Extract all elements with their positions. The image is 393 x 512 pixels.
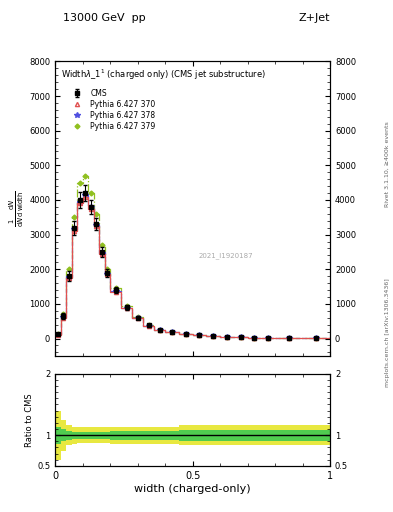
Pythia 6.427 379 [94, 211, 99, 217]
Pythia 6.427 370 [239, 334, 243, 340]
Pythia 6.427 370 [77, 200, 82, 206]
Pythia 6.427 370 [61, 315, 66, 321]
Line: Pythia 6.427 379: Pythia 6.427 379 [56, 174, 318, 340]
Pythia 6.427 378 [77, 199, 82, 205]
Pythia 6.427 370 [66, 275, 71, 281]
Pythia 6.427 378 [61, 314, 66, 320]
Pythia 6.427 378 [94, 222, 99, 228]
Pythia 6.427 370 [72, 228, 77, 234]
Pythia 6.427 379 [146, 322, 151, 328]
Pythia 6.427 378 [252, 335, 257, 341]
Pythia 6.427 379 [55, 331, 60, 337]
Pythia 6.427 370 [113, 289, 118, 295]
Pythia 6.427 378 [239, 334, 243, 340]
Pythia 6.427 379 [157, 327, 162, 333]
Pythia 6.427 379 [252, 334, 257, 340]
Pythia 6.427 370 [314, 335, 319, 342]
Text: 13000 GeV  pp: 13000 GeV pp [63, 13, 145, 23]
Pythia 6.427 379 [314, 335, 319, 342]
Pythia 6.427 370 [99, 250, 104, 257]
Legend: CMS, Pythia 6.427 370, Pythia 6.427 378, Pythia 6.427 379: CMS, Pythia 6.427 370, Pythia 6.427 378,… [64, 86, 159, 134]
Pythia 6.427 379 [211, 333, 216, 339]
Pythia 6.427 379 [72, 214, 77, 220]
Pythia 6.427 379 [197, 332, 202, 338]
Pythia 6.427 379 [105, 266, 110, 272]
Pythia 6.427 378 [197, 332, 202, 338]
Pythia 6.427 378 [105, 271, 110, 277]
Pythia 6.427 370 [266, 335, 271, 341]
Pythia 6.427 379 [184, 331, 188, 337]
Pythia 6.427 378 [83, 191, 88, 198]
Pythia 6.427 370 [286, 335, 291, 341]
Pythia 6.427 379 [99, 242, 104, 248]
Pythia 6.427 379 [66, 266, 71, 272]
Pythia 6.427 379 [286, 335, 291, 341]
Pythia 6.427 370 [197, 332, 202, 338]
Pythia 6.427 378 [88, 204, 93, 210]
Pythia 6.427 370 [55, 332, 60, 338]
Pythia 6.427 378 [286, 335, 291, 341]
Pythia 6.427 370 [105, 271, 110, 278]
Pythia 6.427 370 [211, 333, 216, 339]
Pythia 6.427 378 [266, 335, 271, 341]
Pythia 6.427 370 [146, 323, 151, 329]
Pythia 6.427 379 [124, 303, 129, 309]
Pythia 6.427 379 [239, 334, 243, 340]
Pythia 6.427 379 [135, 314, 140, 321]
Pythia 6.427 379 [61, 311, 66, 317]
Pythia 6.427 378 [99, 249, 104, 255]
Pythia 6.427 378 [135, 315, 140, 321]
Pythia 6.427 378 [184, 331, 188, 337]
Text: Width$\lambda$_1$^1$ (charged only) (CMS jet substructure): Width$\lambda$_1$^1$ (charged only) (CMS… [61, 67, 266, 82]
Pythia 6.427 379 [88, 190, 93, 196]
Line: Pythia 6.427 378: Pythia 6.427 378 [55, 192, 319, 341]
Pythia 6.427 370 [94, 223, 99, 229]
Pythia 6.427 378 [157, 327, 162, 333]
Y-axis label: $\frac{1}{\mathrm{d}N}\frac{\mathrm{d}N}{\mathrm{d}\,\mathrm{width}}$: $\frac{1}{\mathrm{d}N}\frac{\mathrm{d}N}… [8, 190, 26, 227]
Y-axis label: Ratio to CMS: Ratio to CMS [25, 393, 34, 446]
Pythia 6.427 378 [211, 333, 216, 339]
Pythia 6.427 379 [77, 180, 82, 186]
Pythia 6.427 378 [124, 305, 129, 311]
Pythia 6.427 378 [314, 335, 319, 342]
Pythia 6.427 379 [225, 334, 230, 340]
Pythia 6.427 378 [113, 288, 118, 294]
Pythia 6.427 379 [113, 285, 118, 291]
Pythia 6.427 370 [252, 335, 257, 341]
Pythia 6.427 370 [88, 205, 93, 212]
Text: Rivet 3.1.10, ≥400k events: Rivet 3.1.10, ≥400k events [385, 121, 389, 207]
Pythia 6.427 378 [225, 334, 230, 340]
Pythia 6.427 370 [83, 194, 88, 200]
X-axis label: width (charged-only): width (charged-only) [134, 483, 251, 494]
Text: Z+Jet: Z+Jet [299, 13, 330, 23]
Pythia 6.427 370 [184, 331, 188, 337]
Pythia 6.427 378 [55, 332, 60, 338]
Pythia 6.427 370 [135, 315, 140, 321]
Text: 2021_I1920187: 2021_I1920187 [198, 252, 253, 259]
Pythia 6.427 378 [66, 274, 71, 280]
Pythia 6.427 379 [266, 335, 271, 341]
Pythia 6.427 378 [146, 323, 151, 329]
Pythia 6.427 379 [170, 329, 174, 335]
Pythia 6.427 370 [170, 329, 174, 335]
Pythia 6.427 378 [170, 329, 174, 335]
Pythia 6.427 379 [83, 173, 88, 179]
Pythia 6.427 378 [72, 226, 77, 232]
Pythia 6.427 370 [225, 334, 230, 340]
Pythia 6.427 370 [124, 305, 129, 311]
Line: Pythia 6.427 370: Pythia 6.427 370 [56, 195, 318, 340]
Pythia 6.427 370 [157, 327, 162, 333]
Text: mcplots.cern.ch [arXiv:1306.3436]: mcplots.cern.ch [arXiv:1306.3436] [385, 279, 389, 387]
